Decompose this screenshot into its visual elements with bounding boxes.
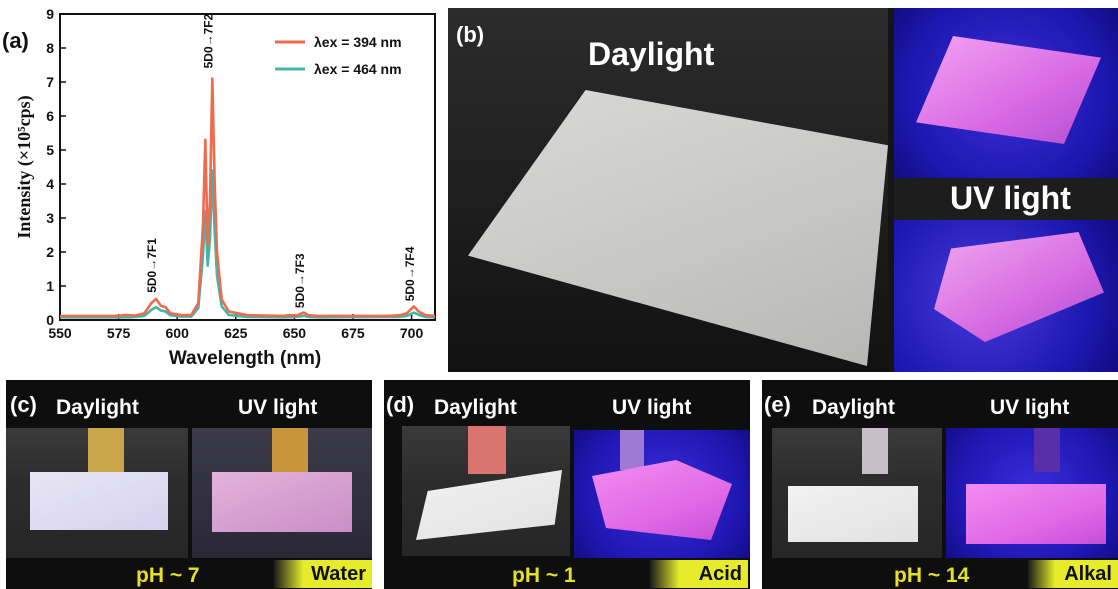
ph-strip bbox=[1034, 428, 1060, 472]
uv-sheet-folded bbox=[934, 232, 1104, 342]
panel-c: (c) Daylight UV light pH ~ 7 Water bbox=[6, 380, 372, 589]
panel-d-daylight-label: Daylight bbox=[434, 396, 517, 419]
uv-photo-top bbox=[894, 8, 1118, 178]
x-tick-label: 625 bbox=[224, 325, 248, 341]
transition-annotation: 5D0→7F3 bbox=[293, 253, 307, 308]
panel-e-daylight-label: Daylight bbox=[812, 396, 895, 419]
y-tick-label: 5 bbox=[46, 142, 54, 158]
y-axis-label: Intensity (×10⁵cps) bbox=[14, 95, 35, 238]
y-tick-label: 4 bbox=[46, 176, 54, 192]
y-tick-label: 9 bbox=[46, 6, 54, 22]
legend-entry: λex = 464 nm bbox=[314, 61, 402, 77]
panel-a-label: (a) bbox=[2, 28, 29, 53]
y-tick-label: 0 bbox=[46, 312, 54, 328]
ph-strip bbox=[468, 426, 506, 474]
x-tick-label: 575 bbox=[107, 325, 131, 341]
series-line-1 bbox=[60, 77, 436, 318]
panel-d-uv-label: UV light bbox=[612, 396, 692, 419]
uv-sheet-flat bbox=[916, 36, 1101, 144]
panel-e: (e) Daylight UV light pH ~ 14 Alkal bbox=[762, 380, 1118, 589]
panel-c-daylight-label: Daylight bbox=[56, 396, 139, 419]
panel-b: (b) Daylight UV light bbox=[448, 8, 1118, 372]
ph-strip bbox=[620, 430, 644, 470]
panel-e-uv-photo bbox=[946, 428, 1118, 558]
ph-strip bbox=[862, 428, 888, 474]
alkali-sheet-uv bbox=[966, 484, 1106, 544]
ph-strip bbox=[272, 428, 308, 474]
uv-photo-bottom bbox=[894, 220, 1118, 372]
x-axis-label: Wavelength (nm) bbox=[169, 348, 321, 369]
panel-c-uv-photo bbox=[192, 428, 372, 558]
y-tick-label: 6 bbox=[46, 108, 54, 124]
y-tick-label: 7 bbox=[46, 74, 54, 90]
x-tick-label: 675 bbox=[341, 325, 365, 341]
transition-annotation: 5D0→7F4 bbox=[403, 246, 417, 301]
alkali-sheet-daylight bbox=[788, 486, 918, 542]
panel-e-ph-label: pH ~ 14 bbox=[894, 564, 970, 587]
panel-d-daylight-photo bbox=[402, 426, 570, 556]
y-tick-label: 2 bbox=[46, 244, 54, 260]
white-sheet bbox=[468, 90, 888, 366]
panel-e-daylight-photo bbox=[772, 428, 942, 558]
x-tick-label: 650 bbox=[283, 325, 307, 341]
daylight-photo: (b) Daylight bbox=[448, 8, 888, 372]
transition-annotation: 5D0→7F2 bbox=[201, 13, 215, 68]
panel-d-ph-label: pH ~ 1 bbox=[512, 564, 576, 587]
daylight-label: Daylight bbox=[588, 36, 715, 72]
panel-d-label: (d) bbox=[386, 392, 415, 417]
panel-c-label: (c) bbox=[10, 392, 37, 417]
panel-e-label: (e) bbox=[764, 392, 791, 417]
x-tick-label: 700 bbox=[400, 325, 424, 341]
panel-d-uv-photo bbox=[574, 430, 750, 558]
emission-spectrum-chart: (a) 550 575 600 625 650 675 700 0 1 2 3 4 5 6 7 8 9 5D0→… bbox=[2, 6, 436, 369]
x-tick-label: 600 bbox=[166, 325, 190, 341]
water-sheet-uv bbox=[212, 472, 352, 532]
transition-annotation: 5D0→7F1 bbox=[145, 238, 159, 293]
panel-e-uv-label: UV light bbox=[990, 396, 1070, 419]
panel-b-label: (b) bbox=[456, 22, 485, 47]
y-tick-label: 3 bbox=[46, 210, 54, 226]
uv-light-label: UV light bbox=[950, 180, 1071, 216]
legend-entry: λex = 394 nm bbox=[314, 34, 402, 50]
panel-c-uv-label: UV light bbox=[238, 396, 318, 419]
panel-c-ph-label: pH ~ 7 bbox=[136, 564, 200, 587]
acid-sheet-uv bbox=[592, 460, 732, 540]
water-sheet-daylight bbox=[30, 472, 168, 530]
ph-strip bbox=[88, 428, 124, 474]
x-tick-label: 550 bbox=[48, 325, 72, 341]
y-tick-label: 1 bbox=[46, 278, 54, 294]
uv-label-band: UV light bbox=[894, 178, 1118, 220]
panel-c-tag: Water bbox=[274, 560, 372, 588]
acid-sheet-daylight bbox=[416, 470, 562, 540]
panel-d-tag: Acid bbox=[650, 560, 748, 588]
panel-d: (d) Daylight UV light pH ~ 1 Acid bbox=[384, 380, 750, 589]
y-tick-label: 8 bbox=[46, 40, 54, 56]
panel-c-daylight-photo bbox=[6, 428, 188, 558]
plot-frame bbox=[59, 13, 436, 321]
panel-e-tag: Alkal bbox=[1028, 560, 1118, 588]
